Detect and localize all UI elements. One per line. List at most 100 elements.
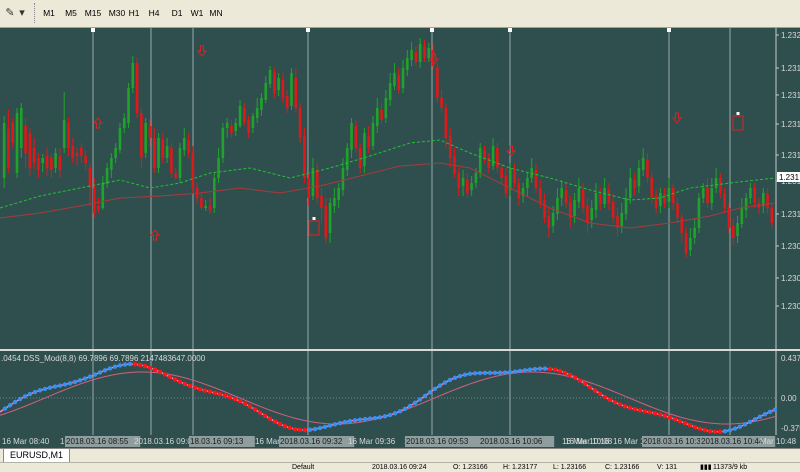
dss-dot-up (322, 424, 328, 430)
dropdown-arrow-icon[interactable]: ▾ (19, 7, 25, 19)
candle-body (568, 202, 572, 218)
candle-body (71, 146, 75, 158)
dss-dot-up (127, 361, 133, 367)
dss-dot-up (522, 368, 528, 373)
chart-window[interactable]: 1.232 1.231 1.231 1.231 1.231 1.231 1.231 1.230… (0, 28, 800, 448)
moving-average-fast (0, 139, 776, 209)
dss-dot-up (537, 366, 543, 371)
time-label-highlight (189, 436, 255, 447)
candle-body (367, 136, 370, 148)
dss-dot-down (217, 392, 223, 397)
candle-body (277, 78, 280, 90)
candle-body (152, 138, 156, 168)
dss-dot-down (687, 422, 693, 428)
dss-dot-up (332, 422, 338, 427)
dss-dot-down (592, 388, 598, 393)
dss-dot-down (182, 381, 188, 387)
candle-body (178, 148, 182, 178)
time-axis-label: 2018.03.16 09:05 (134, 437, 197, 446)
candle-body (766, 194, 769, 208)
dss-indicator-panel[interactable]: .0454 DSS_Mod(8,8) 69.7896 69.7896 21474… (0, 351, 800, 436)
price-axis-label: 1.231 (781, 151, 800, 160)
dss-dot-down (657, 412, 663, 417)
timeframe-m5-button[interactable]: M5 (65, 8, 77, 18)
dss-dot-up (462, 372, 468, 377)
candle-body (333, 198, 336, 206)
candle-body (629, 178, 632, 198)
candle-body (315, 170, 319, 198)
dss-dot-down (712, 429, 718, 434)
dss-dot-up (47, 385, 53, 390)
timeframe-m30-button[interactable]: M30 (108, 8, 126, 18)
status-profile: Default (292, 464, 315, 471)
timeframe-d1-button[interactable]: D1 (171, 8, 183, 18)
candle-body (616, 216, 619, 228)
dss-dot-up (452, 375, 458, 380)
candle-body (680, 218, 684, 233)
panel-separator[interactable] (0, 349, 800, 351)
candle-body (474, 173, 478, 183)
indicator-header: .0454 DSS_Mod(8,8) 69.7896 69.7896 21474… (1, 354, 206, 363)
dss-dot-up (507, 369, 513, 375)
indicator-axis-bottom: -0.375 (781, 424, 800, 433)
candle-body (646, 160, 649, 178)
candle-body (508, 168, 512, 190)
dss-dot-down (552, 367, 558, 372)
timeframe-h1-button[interactable]: H1 (128, 8, 140, 18)
dss-dot-up (472, 371, 478, 376)
dss-dot-up (477, 370, 483, 376)
indicator-axis-top: 0.437 (781, 354, 800, 363)
candle-body (285, 96, 289, 108)
candle-body (470, 183, 473, 190)
time-label-highlight (405, 436, 481, 447)
grid-marker (91, 28, 95, 32)
signal-marker-dot (736, 112, 740, 115)
candle-body (375, 108, 379, 126)
candle-body (28, 133, 32, 168)
candle-body (243, 108, 246, 123)
timeframe-w1-button[interactable]: W1 (190, 8, 204, 18)
candle-body (496, 148, 499, 168)
candle-body (770, 208, 774, 223)
candle-body (410, 50, 413, 60)
toolbar-grip[interactable] (34, 3, 37, 23)
dss-dot-up (2, 406, 8, 411)
candle-body (478, 148, 482, 173)
candle-body (204, 206, 208, 208)
dss-dot-up (482, 370, 488, 376)
candle-body (131, 63, 135, 88)
timeframe-h4-button[interactable]: H4 (148, 8, 160, 18)
time-axis-label: 2018.03.16 10:34 (643, 437, 706, 446)
candle-body (684, 233, 688, 253)
dss-dot-down (262, 413, 268, 418)
timeframe-m1-button[interactable]: M1 (43, 8, 55, 18)
candle-body (105, 168, 109, 184)
dss-dot-down (667, 415, 673, 420)
pencil-icon[interactable]: ✎ (5, 7, 15, 19)
candle-body (230, 126, 233, 133)
candle-body (50, 158, 53, 170)
sell-arrow-icon (428, 53, 440, 65)
dss-dot-up (747, 419, 753, 425)
dss-dot-down (232, 396, 238, 402)
dss-dot-up (32, 389, 38, 395)
price-axis-label: 1.230 (781, 274, 800, 283)
dss-dot-down (222, 393, 228, 398)
dss-dot-up (527, 367, 533, 372)
candle-body (671, 188, 675, 203)
dss-dot-down (617, 402, 623, 407)
candle-body (457, 173, 461, 188)
chart-tab-eurusd[interactable]: EURUSD,M1 (3, 449, 71, 463)
timeframe-mn-button[interactable]: MN (209, 8, 223, 18)
candle-body (573, 200, 576, 216)
candle-body (534, 170, 538, 188)
time-axis-label: 2018.03.16 09:32 (280, 437, 343, 446)
time-axis-label: 16 Mar 09:20 (255, 437, 303, 446)
dss-dot-down (177, 379, 183, 385)
candle-body (7, 129, 10, 168)
price-chart[interactable]: 1.232 1.231 1.231 1.231 1.231 1.231 1.231 1.230… (0, 28, 800, 349)
timeframe-m15-button[interactable]: M15 (84, 8, 102, 18)
dss-dot-up (22, 394, 28, 399)
candle-body (466, 180, 469, 193)
